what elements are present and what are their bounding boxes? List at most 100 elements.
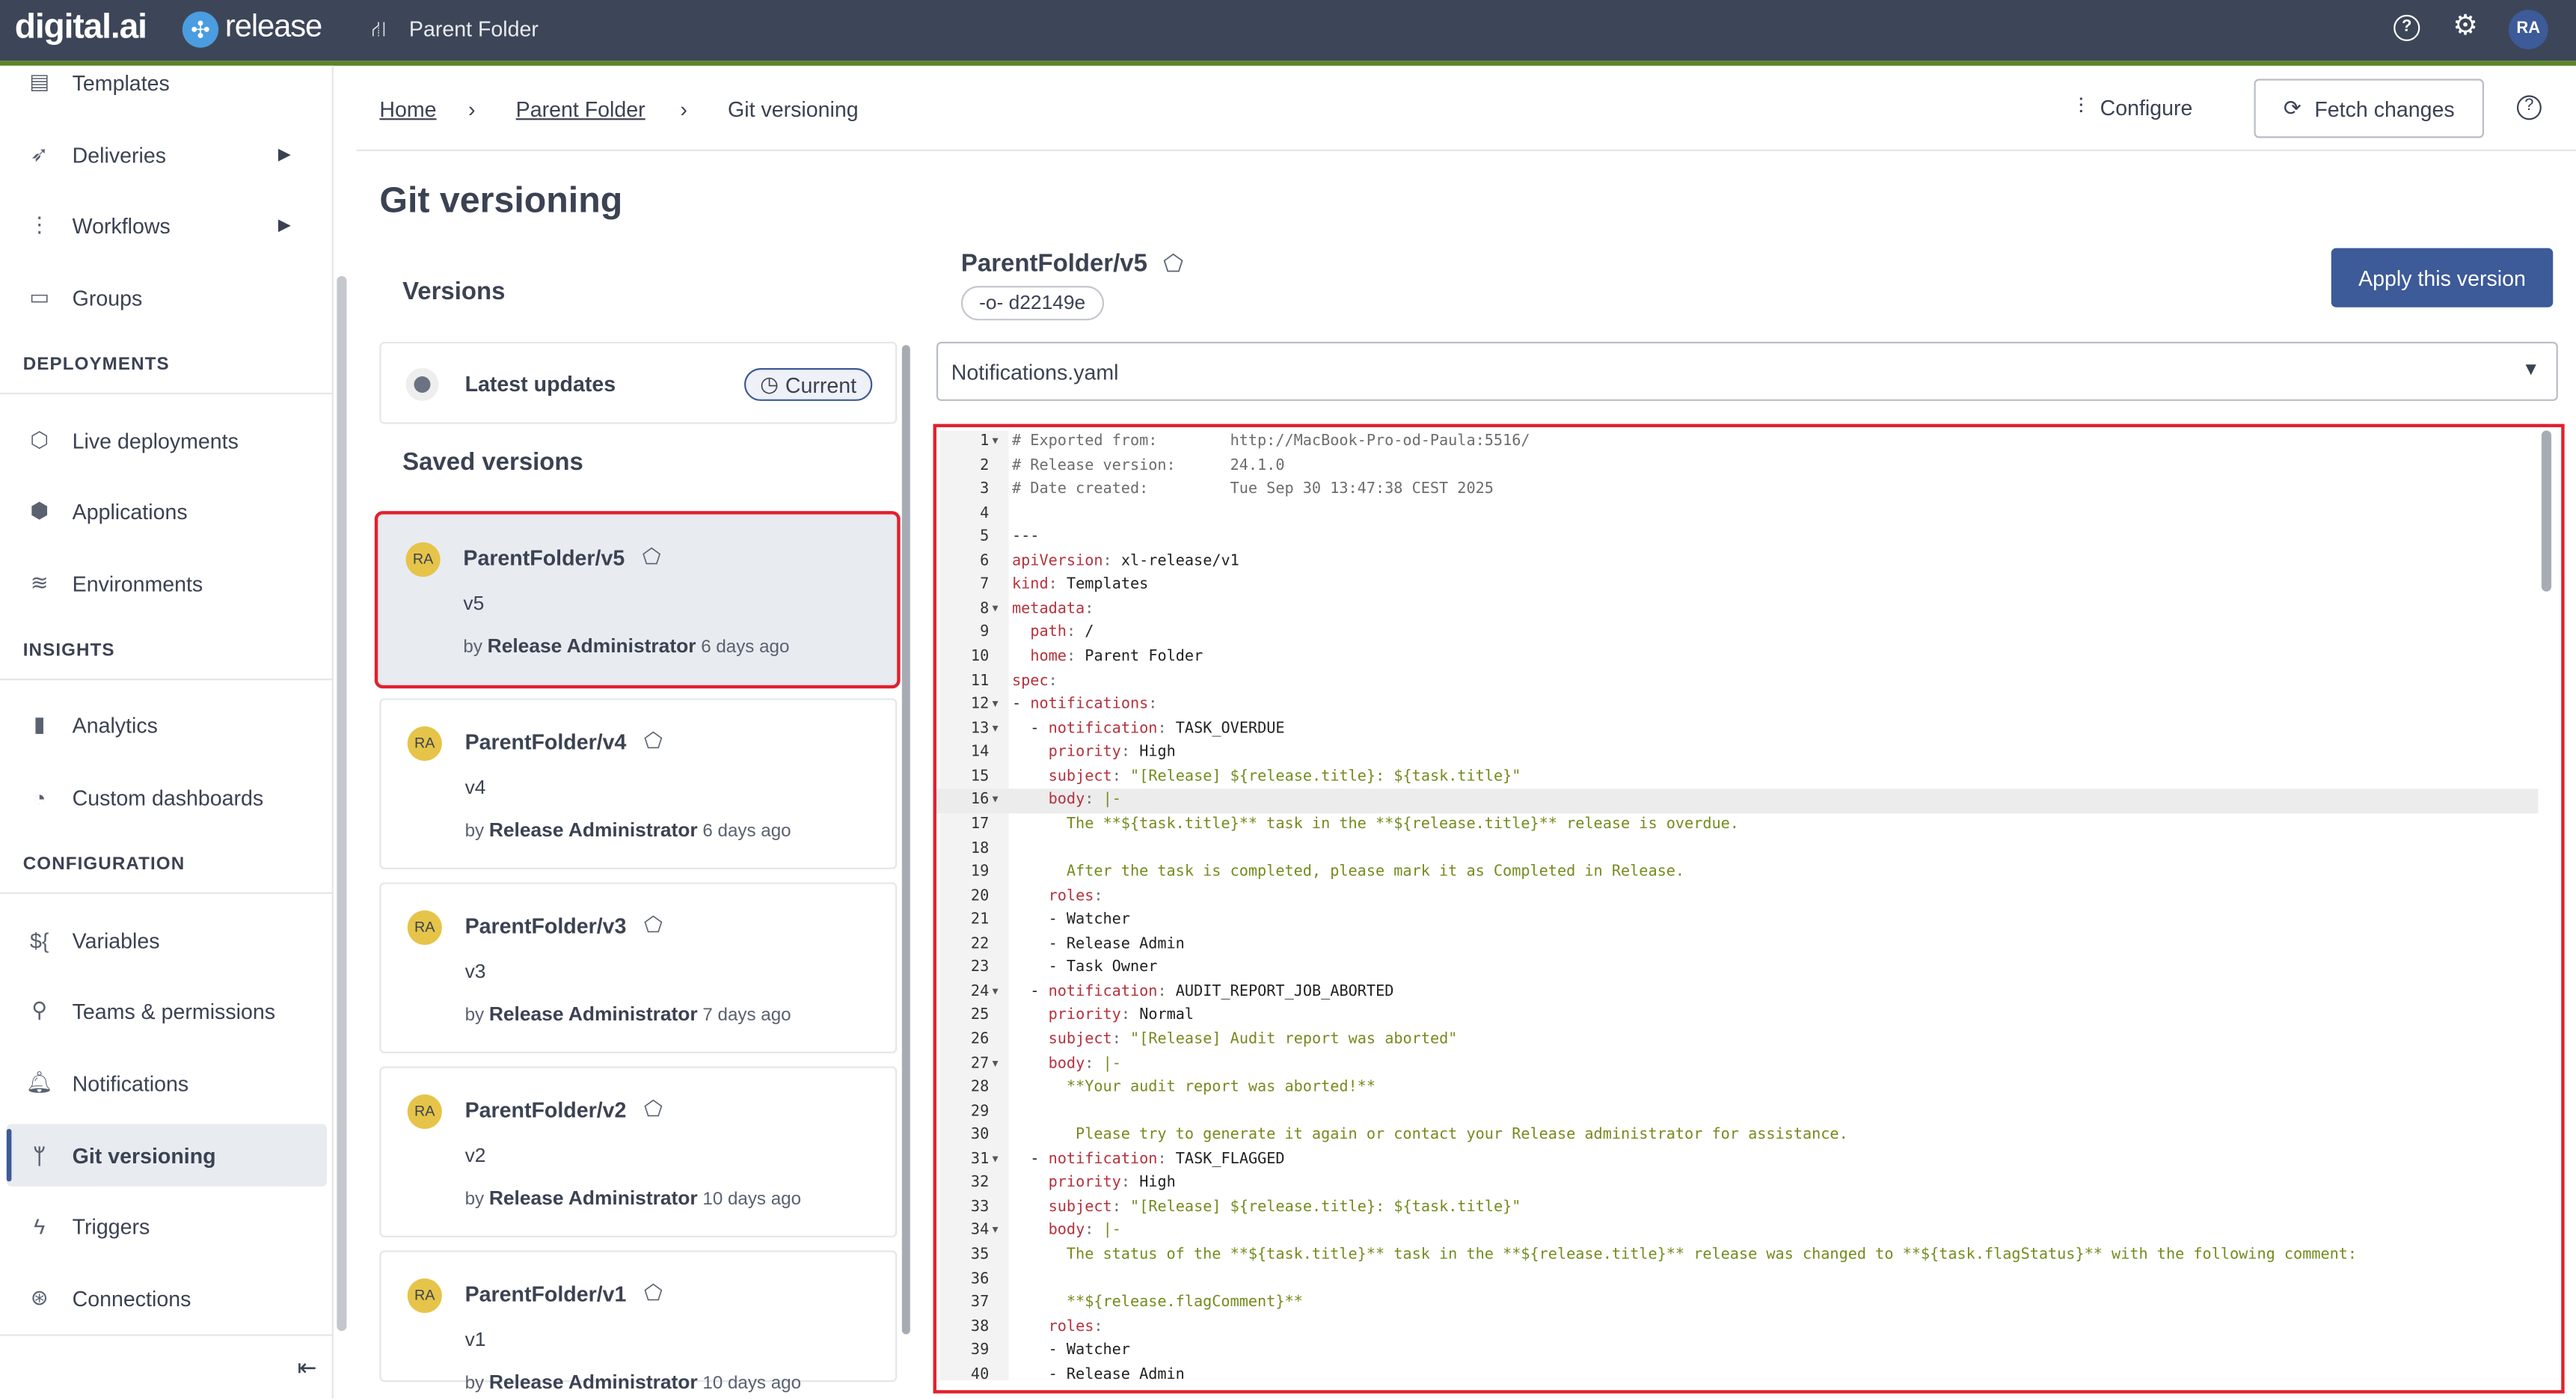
fold-arrow-icon[interactable]: ▼ (992, 794, 999, 806)
gear-icon[interactable]: ⚙ (2453, 10, 2478, 41)
latest-updates-label: Latest updates (464, 371, 616, 397)
sidebar-item-label: Applications (72, 498, 188, 524)
current-label: Current (785, 372, 857, 397)
code-text: --- (1012, 527, 1040, 546)
team-icon: ⚲ (31, 997, 48, 1023)
version-card[interactable]: RA ParentFolder/v1 ⬠ v1 by Release Administr… (379, 1250, 898, 1394)
code-line: 1 ▼ # Exported from: http://MacBook-Pro-od… (936, 430, 2539, 454)
code-text: path: / (1030, 623, 1094, 642)
fold-arrow-icon[interactable]: ▼ (992, 1057, 999, 1069)
sidebar-item-analytics[interactable]: ▮ Analytics (7, 694, 327, 756)
fold-arrow-icon[interactable]: ▼ (992, 1225, 999, 1237)
breadcrumb-parent-folder[interactable]: Parent Folder (515, 97, 645, 122)
version-card[interactable]: RA ParentFolder/v4 ⬠ v4 by Release Administr… (379, 698, 898, 869)
sidebar-item-templates[interactable]: ▤ Templates (7, 51, 327, 113)
code-editor[interactable]: 1 ▼ # Exported from: http://MacBook-Pro-od… (933, 423, 2565, 1394)
version-card-author: by Release Administrator 7 days ago (464, 1002, 791, 1026)
breadcrumb-home[interactable]: Home (379, 97, 437, 122)
version-card-time: 10 days ago (702, 1190, 802, 1210)
code-text: # Exported from: http://MacBook-Pro-od-P… (1012, 432, 1530, 450)
help-icon[interactable]: ? (2393, 14, 2420, 41)
divider (0, 1334, 334, 1336)
sidebar-item-label: Notifications (72, 1070, 189, 1095)
line-number: 7 (980, 575, 990, 594)
code-line: 19 After the task is completed, please m… (936, 861, 2539, 885)
sidebar-item-notifications[interactable]: 🔔︎ Notifications (7, 1052, 327, 1114)
code-line: 11 spec: (936, 670, 2539, 694)
latest-updates-card[interactable]: Latest updates ◷ Current (379, 341, 898, 424)
sidebar-item-custom-dashboards[interactable]: ◔ Custom dashboards (7, 766, 327, 828)
code-text: subject: "[Release] ${release.title}: ${… (1048, 767, 1521, 786)
tag-icon: ⬠ (1163, 249, 1183, 277)
user-avatar[interactable]: RA (2508, 10, 2548, 49)
sidebar-item-live-deployments[interactable]: ⬡ Live deployments (7, 409, 327, 471)
clock-icon: ◷ (760, 371, 779, 397)
code-line: 2 # Release version: 24.1.0 (936, 454, 2539, 478)
sidebar-item-teams-permissions[interactable]: ⚲ Teams & permissions (7, 979, 327, 1041)
divider (0, 392, 334, 395)
apply-version-button[interactable]: Apply this version (2331, 248, 2554, 307)
line-number: 5 (980, 527, 990, 546)
code-line: 27 ▼ body: |- (936, 1053, 2539, 1077)
line-number: 25 (970, 1006, 990, 1025)
sidebar-scrollbar[interactable] (337, 276, 347, 1332)
code-line: 16 ▼ body: |- (936, 789, 2539, 814)
version-card-name: ParentFolder/v4 (464, 729, 627, 755)
version-card[interactable]: RA ParentFolder/v2 ⬠ v2 by Release Administr… (379, 1066, 898, 1237)
fold-arrow-icon[interactable]: ▼ (992, 1153, 999, 1165)
code-text: priority: High (1048, 1174, 1176, 1193)
line-number: 19 (970, 863, 990, 881)
fetch-changes-button[interactable]: ⟳ Fetch changes (2254, 79, 2485, 138)
editor-scrollbar[interactable] (2541, 430, 2552, 592)
commit-icon: -o- (979, 290, 1009, 314)
fold-arrow-icon[interactable]: ▼ (992, 602, 999, 615)
sidebar-item-deliveries[interactable]: ➶ Deliveries ▶ (7, 123, 327, 186)
folder-name[interactable]: Parent Folder (408, 16, 539, 41)
code-text: spec: (1012, 671, 1058, 690)
line-number: 37 (970, 1293, 990, 1312)
versions-scrollbar[interactable] (901, 345, 910, 1335)
fold-arrow-icon[interactable]: ▼ (992, 435, 999, 447)
version-card-name: ParentFolder/v1 (464, 1282, 627, 1307)
configure-button[interactable]: ⫶ Configure (2078, 94, 2192, 120)
chevron-right-icon: › (467, 97, 476, 122)
digital-ai-logo[interactable]: digital.ai (14, 7, 147, 46)
sidebar-item-label: Analytics (72, 712, 158, 738)
top-bar: digital.ai ✣ release ⛙ Parent Folder ? ⚙… (0, 0, 2576, 61)
sidebar-item-git-versioning[interactable]: ᛘ Git versioning (6, 1124, 328, 1187)
file-select[interactable]: Notifications.yaml ▼ (936, 341, 2558, 401)
code-line: 35 The status of the **${task.title}** t… (936, 1244, 2539, 1268)
fold-arrow-icon[interactable]: ▼ (992, 985, 999, 997)
collapse-sidebar-icon[interactable]: ⇤ (297, 1353, 317, 1381)
configure-label: Configure (2100, 94, 2193, 120)
code-text: - Watcher (1012, 1341, 1130, 1360)
version-card-name: ParentFolder/v3 (464, 913, 627, 939)
version-card-version: v4 (464, 775, 486, 799)
help-icon[interactable]: ? (2516, 95, 2542, 120)
avatar: RA (407, 1094, 442, 1129)
code-line: 18 (936, 837, 2539, 861)
sidebar-item-label: Triggers (72, 1213, 150, 1239)
line-number: 11 (970, 671, 990, 690)
fold-arrow-icon[interactable]: ▼ (992, 698, 999, 711)
sidebar-item-triggers[interactable]: ϟ Triggers (7, 1195, 327, 1257)
code-line: 14 priority: High (936, 741, 2539, 765)
sidebar-item-applications[interactable]: ⬢ Applications (7, 480, 327, 542)
groups-icon: ▭ (29, 284, 50, 309)
code-line: 15 subject: "[Release] ${release.title}:… (936, 765, 2539, 789)
sidebar-item-groups[interactable]: ▭ Groups (7, 266, 327, 328)
code-line: 24 ▼ - notification: AUDIT_REPORT_JOB_ABO… (936, 981, 2539, 1005)
sidebar-item-environments[interactable]: ≋ Environments (7, 552, 327, 614)
version-card[interactable]: RA ParentFolder/v3 ⬠ v3 by Release Administr… (379, 882, 898, 1053)
code-text: The status of the **${task.title}** task… (1012, 1245, 2358, 1264)
line-number: 4 (980, 503, 990, 522)
version-card-name: ParentFolder/v5 (463, 545, 625, 571)
line-number: 21 (970, 910, 990, 929)
sidebar-item-variables[interactable]: ${Variables (7, 909, 327, 971)
line-number: 35 (970, 1245, 990, 1264)
fold-arrow-icon[interactable]: ▼ (992, 722, 999, 735)
code-text: apiVersion: xl-release/v1 (1012, 551, 1239, 570)
version-card[interactable]: RA ParentFolder/v5 ⬠ v5 by Release Administr… (374, 511, 901, 689)
sidebar-item-workflows[interactable]: ⋮ Workflows ▶ (7, 194, 327, 256)
sidebar-item-connections[interactable]: ⊛ Connections (7, 1267, 327, 1329)
